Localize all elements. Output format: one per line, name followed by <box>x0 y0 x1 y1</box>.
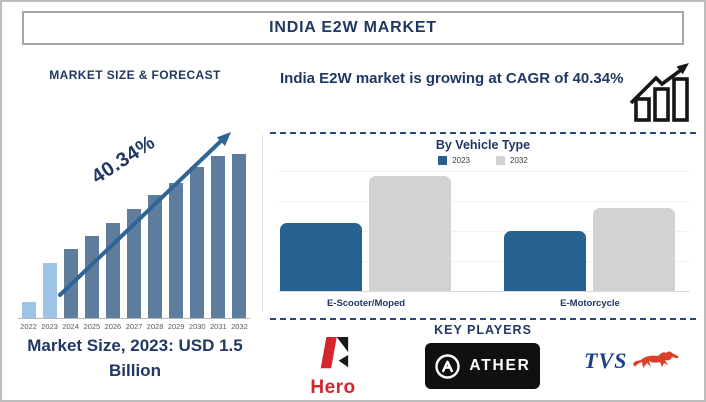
legend-label: 2023 <box>452 156 470 165</box>
legend-swatch-icon <box>438 156 448 165</box>
forecast-bar-slot-2028 <box>145 152 166 318</box>
header-box: INDIA E2W MARKET <box>22 11 684 45</box>
forecast-year-label: 2027 <box>125 322 143 331</box>
tvs-wordmark: TVS <box>584 348 628 373</box>
forecast-year-label: 2022 <box>20 322 37 331</box>
hero-logo: Hero <box>300 336 366 397</box>
forecast-bar-slot-2025 <box>81 152 102 318</box>
forecast-bar-slot-2032 <box>229 152 250 318</box>
tvs-horse-icon <box>633 351 679 368</box>
forecast-year-label: 2025 <box>83 322 101 331</box>
forecast-year-label: 2032 <box>231 322 248 331</box>
vehicle-bar-group-E-Scooter/Moped <box>280 176 451 291</box>
forecast-year-label: 2028 <box>146 322 164 331</box>
legend-item-2023: 2023 <box>438 156 470 165</box>
plot-left-border <box>262 135 263 312</box>
ather-wordmark: ATHER <box>469 357 531 374</box>
forecast-bar-slot-2027 <box>123 152 144 318</box>
forecast-year-label: 2026 <box>104 322 122 331</box>
vehicle-category-label: E-Scooter/Moped <box>326 298 406 309</box>
legend-item-2032: 2032 <box>496 156 528 165</box>
vehicle-bar-group-E-Motorcycle <box>504 208 675 291</box>
forecast-bar-2027 <box>126 209 141 318</box>
vehicle-bar-E-Motorcycle-2032 <box>593 208 675 291</box>
forecast-bar-2031 <box>211 156 226 318</box>
vehicle-category-label: E-Motorcycle <box>560 298 620 309</box>
ather-logo: ATHER <box>425 343 540 389</box>
market-size-note: Market Size, 2023: USD 1.5 Billion <box>27 336 243 380</box>
vehicle-chart-title: By Vehicle Type <box>435 138 531 152</box>
cagr-headline: India E2W market is growing at CAGR of 4… <box>280 70 624 87</box>
forecast-year-label: 2023 <box>41 322 58 331</box>
vehicle-legend: 2023 2032 <box>270 156 696 165</box>
dashed-divider-bottom <box>270 318 696 320</box>
forecast-bar-2029 <box>169 183 184 318</box>
legend-swatch-icon <box>496 156 505 165</box>
forecast-bar-slot-2030 <box>187 152 208 318</box>
forecast-bar-2023 <box>42 263 57 318</box>
forecast-year-label: 2031 <box>210 322 227 331</box>
dashed-divider-top <box>270 132 696 134</box>
forecast-bar-2028 <box>148 195 163 318</box>
key-players-title: KEY PLAYERS <box>434 323 532 337</box>
vehicle-bar-E-Scooter/Moped-2032 <box>369 176 451 291</box>
hero-mark-icon <box>320 336 349 369</box>
market-forecast-section-title: MARKET SIZE & FORECAST <box>49 68 221 82</box>
forecast-bar-2032 <box>232 154 247 318</box>
trend-arrow-icon <box>58 132 231 297</box>
forecast-bar-2022 <box>21 302 36 318</box>
forecast-bar-slot-2023 <box>39 152 60 318</box>
vehicle-category-labels: E-Scooter/Moped E-Motorcycle <box>278 298 690 312</box>
forecast-year-label: 2029 <box>167 322 185 331</box>
forecast-bar-2025 <box>84 236 99 318</box>
forecast-bar-slot-2029 <box>166 152 187 318</box>
page-title: INDIA E2W MARKET <box>269 19 437 36</box>
market-forecast-chart <box>18 152 250 319</box>
forecast-year-axis: 2022 2023 2024 2025 2026 2027 2028 2029 2030 2031… <box>18 322 250 331</box>
forecast-bar-2030 <box>190 167 205 318</box>
tvs-logo: TVS <box>584 348 680 374</box>
ather-mark-icon <box>435 353 461 379</box>
forecast-bar-slot-2022 <box>18 152 39 318</box>
hero-wordmark: Hero <box>310 377 356 398</box>
forecast-year-label: 2024 <box>62 322 80 331</box>
legend-label: 2032 <box>510 156 528 165</box>
vehicle-chart-plot <box>278 170 690 292</box>
forecast-year-label: 2030 <box>188 322 206 331</box>
vehicle-bar-E-Scooter/Moped-2023 <box>280 223 362 291</box>
forecast-bar-slot-2031 <box>208 152 229 318</box>
vehicle-bar-E-Motorcycle-2023 <box>504 231 586 291</box>
growth-bars-icon <box>629 63 689 122</box>
